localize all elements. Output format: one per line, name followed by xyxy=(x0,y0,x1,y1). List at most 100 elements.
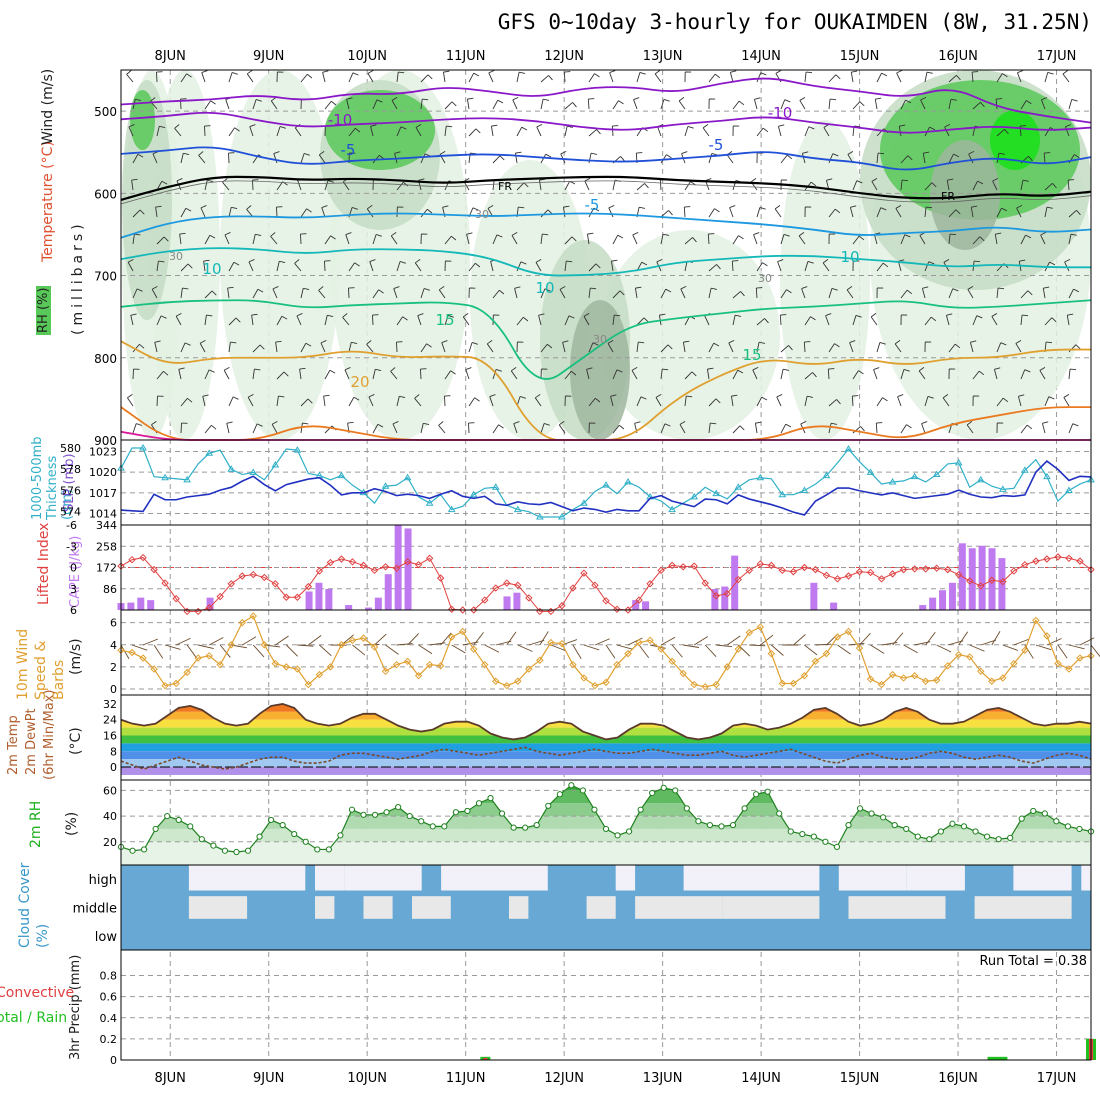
wind-barb xyxy=(228,396,234,407)
wind-barb-flag xyxy=(812,372,817,378)
wind-barb xyxy=(318,290,326,299)
rh-point xyxy=(418,818,425,825)
wind-barb-flag xyxy=(1041,97,1048,101)
rh-point xyxy=(1041,810,1048,817)
wind10m-point xyxy=(128,648,136,657)
wind-barb-flag xyxy=(559,420,565,426)
wind-barb-flag xyxy=(740,291,745,297)
precip-tick-label: 0.6 xyxy=(100,991,118,1004)
wind-barb-flag xyxy=(128,124,135,128)
wind-barb xyxy=(683,206,686,218)
lifted-index-point xyxy=(370,566,379,575)
wind-barb-flag xyxy=(980,102,985,108)
wind-barb-flag xyxy=(903,369,910,372)
wind-barb-flag xyxy=(279,260,286,264)
wind-barb xyxy=(852,426,861,434)
wind-barb-flag xyxy=(283,371,289,377)
wind-barb xyxy=(588,73,595,83)
thickness-point xyxy=(161,473,169,481)
wind10m-point xyxy=(888,670,897,679)
wind-barb-flag xyxy=(207,179,214,183)
wind-barb xyxy=(660,344,669,353)
wind-barb-flag xyxy=(399,395,406,399)
wind-barb-flag xyxy=(183,152,190,156)
wind-barb xyxy=(680,288,686,299)
wind10m-point xyxy=(822,649,831,658)
cape-bar xyxy=(315,582,323,610)
wind-barb-flag xyxy=(692,237,697,243)
bottom-day-label: 16JUN xyxy=(938,1071,978,1086)
wind-barb-flag xyxy=(499,289,505,295)
wind-barb xyxy=(514,153,518,164)
thickness-point xyxy=(293,446,302,453)
lifted-index-point xyxy=(1010,567,1018,575)
isotherm--10 xyxy=(120,111,1092,134)
wind-barb xyxy=(588,263,597,272)
wind-barb xyxy=(372,369,376,380)
rh-shade xyxy=(600,230,780,440)
lifted-index-point xyxy=(425,554,434,562)
wind-barb xyxy=(204,315,207,326)
wind-barb-flag xyxy=(799,96,806,101)
wind-barb-flag xyxy=(715,398,721,404)
wind-barb xyxy=(852,235,860,245)
wind-barb-flag xyxy=(473,72,480,77)
wind-barb-flag xyxy=(807,261,814,264)
thickness-point xyxy=(932,470,941,478)
wind10m-barb xyxy=(1057,644,1068,659)
wind-barb-flag xyxy=(639,72,646,75)
wind-barb-flag xyxy=(942,394,949,399)
wind-barb xyxy=(756,127,764,137)
wind-barb xyxy=(516,182,525,191)
wind-barb-flag xyxy=(352,72,359,76)
wind-barb-flag xyxy=(1074,154,1080,159)
lifted-index-point xyxy=(403,558,412,566)
wind-barb-flag xyxy=(542,98,550,101)
wind-barb-flag xyxy=(275,340,282,343)
wind-barb-flag xyxy=(139,343,145,349)
thickness-point xyxy=(381,482,390,489)
wind-barb xyxy=(372,289,379,299)
wind-barb-flag xyxy=(1043,286,1050,289)
lifted-index-point xyxy=(447,605,456,613)
rh-point xyxy=(833,843,841,850)
cape-bar xyxy=(206,597,214,610)
wind-barb-flag xyxy=(402,316,408,321)
wind-barb xyxy=(225,99,230,110)
contour-label: -5 xyxy=(585,196,600,214)
rh-point xyxy=(498,810,506,817)
thickness-point xyxy=(734,483,743,490)
wind-barb-flag xyxy=(231,206,238,210)
wind-barb xyxy=(828,399,837,407)
wind10m-barb xyxy=(683,644,700,648)
wind-barb-flag xyxy=(918,367,925,372)
wind-barb-flag xyxy=(224,232,231,236)
wind-barb xyxy=(798,235,806,245)
wind-barb-flag xyxy=(881,72,888,77)
wind-barb xyxy=(492,234,498,245)
wind-barb-flag xyxy=(716,264,721,270)
thickness-point xyxy=(888,477,897,485)
wind-barb-flag xyxy=(686,395,693,398)
rh-band xyxy=(121,828,1091,842)
wind10m-barb xyxy=(374,633,387,646)
wind-barb-flag xyxy=(126,70,132,75)
wind10m-barb xyxy=(925,631,936,646)
wind-barb xyxy=(588,342,594,353)
wind10m-point xyxy=(635,638,643,647)
thickness-point xyxy=(1065,486,1073,493)
wind-barb xyxy=(612,180,616,191)
wind-barb-flag xyxy=(475,262,481,268)
wind-barb-flag xyxy=(451,101,457,107)
wind-barb-flag xyxy=(880,207,887,211)
wind-barb-flag xyxy=(451,235,457,241)
wind-barb-flag xyxy=(399,261,406,264)
wind-barb xyxy=(414,262,422,272)
wind10m-point xyxy=(855,644,864,652)
wind-barb-flag xyxy=(594,73,600,78)
rh-point xyxy=(187,823,194,830)
wind-barb xyxy=(130,315,134,326)
wind-barb-flag xyxy=(394,151,401,154)
precip-tick-label: 0 xyxy=(110,1054,117,1067)
